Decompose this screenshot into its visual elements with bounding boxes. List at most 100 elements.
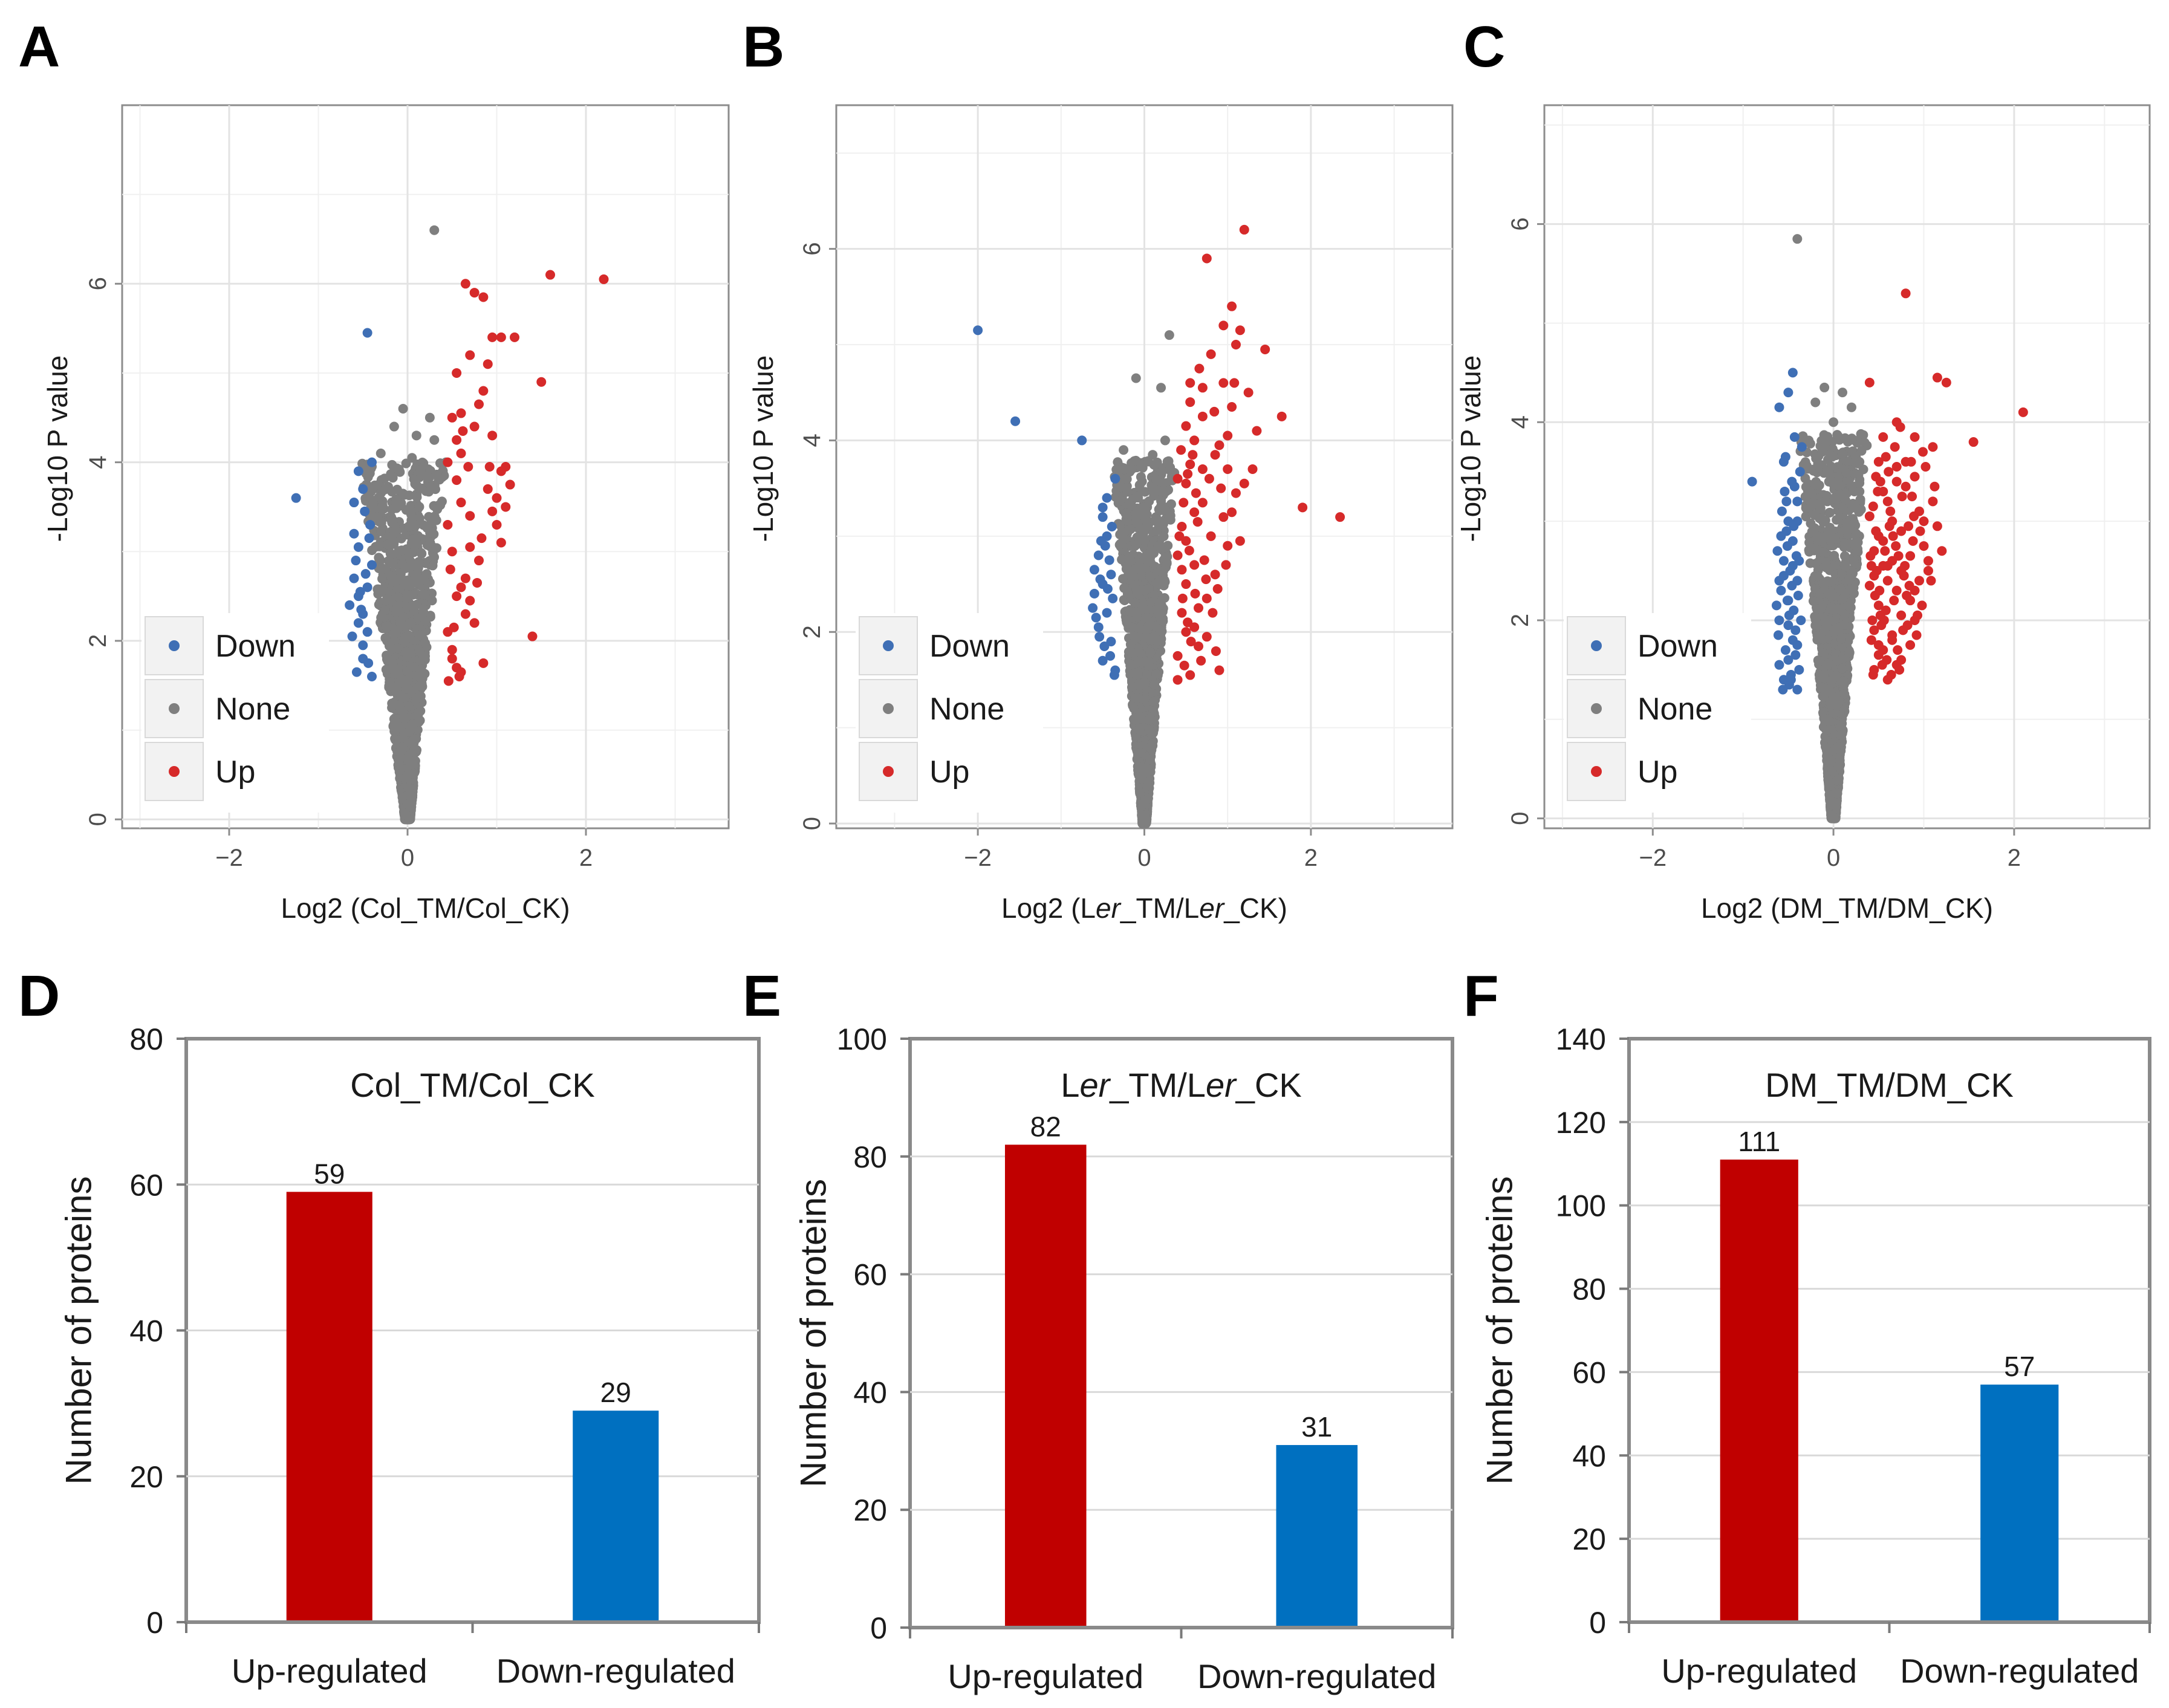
point-up	[1186, 637, 1196, 647]
y-tick-label: 0	[85, 813, 111, 826]
point-up	[1189, 622, 1200, 632]
point-down	[362, 627, 372, 637]
point-down	[1088, 603, 1098, 613]
x-tick-label: 0	[1137, 845, 1151, 871]
point-none	[385, 655, 395, 666]
point-none	[1156, 486, 1166, 496]
point-up	[483, 484, 493, 494]
point-none	[1824, 781, 1835, 791]
point-up	[1211, 646, 1221, 656]
points-up	[443, 270, 609, 686]
point-up	[1910, 472, 1920, 482]
point-none	[1165, 463, 1176, 473]
point-none	[391, 718, 402, 728]
point-up	[478, 292, 489, 302]
point-none	[1145, 648, 1156, 658]
point-down	[1107, 522, 1117, 532]
point-up	[1920, 462, 1931, 472]
point-up	[474, 399, 484, 409]
point-up	[1910, 432, 1920, 442]
point-up	[1177, 593, 1188, 603]
point-none	[379, 473, 389, 484]
point-none	[408, 758, 418, 768]
point-up	[1227, 301, 1237, 311]
point-up	[449, 622, 459, 632]
point-up	[1191, 488, 1201, 498]
point-up	[1878, 432, 1888, 442]
point-down	[1100, 541, 1110, 551]
point-down	[1099, 641, 1110, 652]
point-none	[372, 512, 383, 522]
point-none	[377, 500, 388, 510]
point-none	[409, 662, 419, 672]
point-none	[1139, 536, 1150, 546]
legend-label-down: Down	[929, 629, 1010, 664]
point-down	[367, 457, 377, 467]
point-up	[1202, 593, 1212, 603]
point-up	[1928, 496, 1938, 507]
point-none	[387, 518, 397, 528]
point-up	[484, 462, 495, 472]
point-none	[1837, 449, 1847, 459]
point-none	[411, 534, 421, 544]
point-up	[1227, 507, 1237, 518]
point-none	[392, 601, 403, 611]
point-up	[1218, 512, 1229, 522]
point-up	[1890, 442, 1900, 452]
point-none	[1145, 755, 1156, 765]
point-down	[353, 542, 363, 552]
point-none	[1148, 450, 1158, 460]
point-none	[1132, 693, 1142, 703]
point-none	[429, 435, 440, 445]
point-down	[1787, 580, 1797, 591]
point-none	[392, 484, 402, 495]
point-up	[1194, 603, 1204, 613]
point-none	[1855, 478, 1865, 488]
y-tick-label: 4	[85, 455, 111, 469]
point-up	[1214, 440, 1224, 450]
point-none	[407, 453, 417, 463]
point-none	[1826, 602, 1836, 612]
point-down	[1797, 442, 1807, 452]
legend-key-up	[169, 766, 180, 777]
point-none	[1125, 606, 1136, 617]
point-up	[1335, 512, 1345, 522]
point-down	[1789, 481, 1800, 492]
point-down	[1781, 496, 1792, 507]
point-up	[1932, 521, 1942, 531]
point-up	[545, 270, 555, 280]
point-up	[465, 596, 475, 606]
point-none	[1846, 402, 1856, 412]
legend-key-none	[883, 703, 894, 714]
point-none	[1852, 546, 1862, 556]
point-up	[1206, 531, 1216, 541]
point-up	[1891, 462, 1902, 472]
point-up	[1210, 450, 1220, 460]
point-none	[427, 596, 437, 606]
point-none	[394, 678, 405, 688]
x-tick-label: 2	[2008, 845, 2021, 871]
legend-label-up: Up	[215, 755, 255, 790]
point-up	[1895, 422, 1905, 432]
point-up	[527, 631, 538, 641]
point-none	[1814, 480, 1824, 490]
point-none	[1817, 447, 1827, 457]
point-up	[1909, 511, 1919, 521]
point-none	[1830, 533, 1840, 544]
point-none	[1115, 539, 1125, 549]
point-none	[1119, 583, 1130, 593]
point-up	[1891, 541, 1901, 551]
point-none	[1823, 588, 1833, 599]
points-down	[291, 328, 377, 681]
point-up	[1197, 464, 1208, 474]
point-none	[394, 464, 404, 475]
point-up	[1208, 608, 1218, 618]
point-none	[391, 686, 402, 697]
point-none	[1838, 388, 1848, 398]
point-up	[1177, 522, 1187, 532]
legend-key-down	[883, 640, 894, 651]
point-none	[361, 469, 371, 479]
point-up	[1937, 546, 1947, 556]
